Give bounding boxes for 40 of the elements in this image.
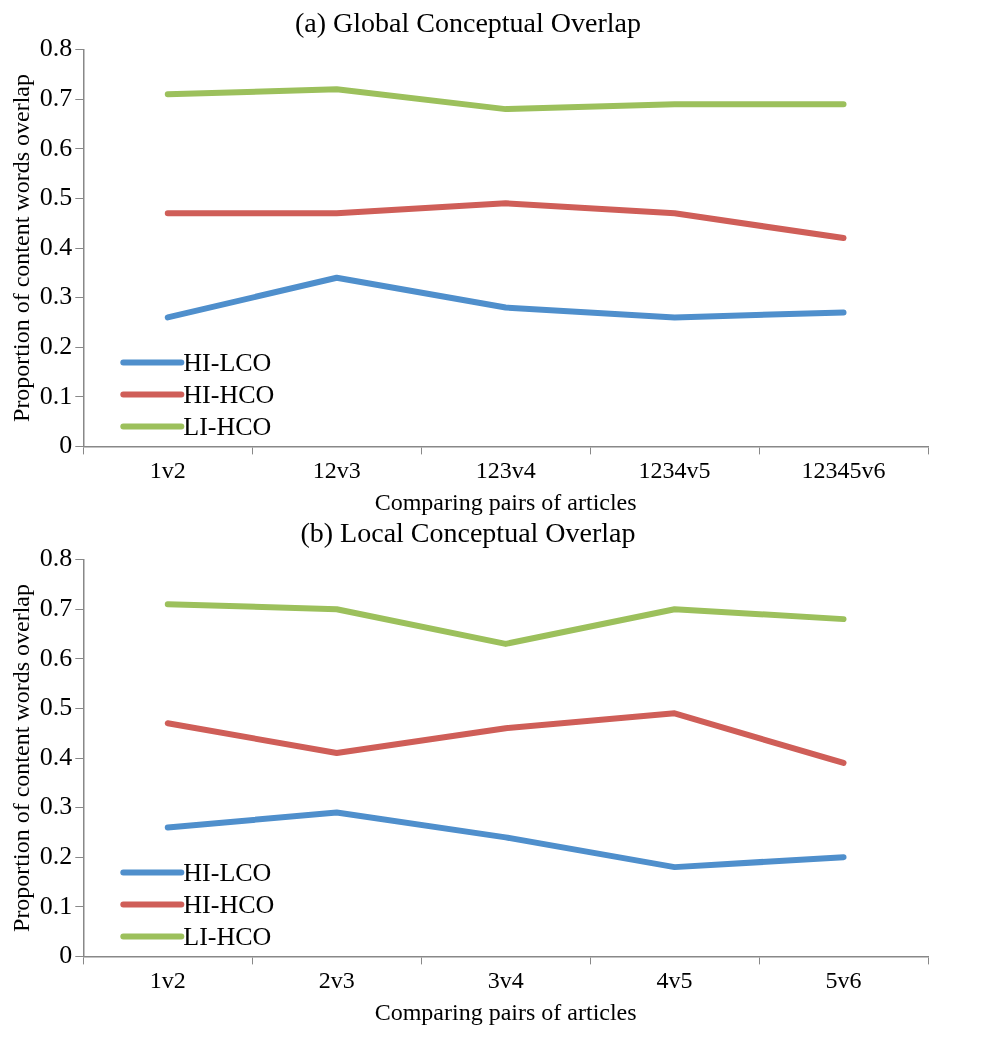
y-tick-label: 0.5 bbox=[39, 692, 73, 722]
legend-label: LI-HCO bbox=[183, 922, 272, 952]
y-tick-label: 0.1 bbox=[39, 380, 73, 410]
y-tick-label: 0.6 bbox=[39, 642, 73, 672]
x-tick-label: 2v3 bbox=[318, 967, 355, 994]
x-tick-label: 123v4 bbox=[475, 457, 536, 484]
legend-label: HI-HCO bbox=[183, 890, 275, 920]
x-axis-title: Comparing pairs of articles bbox=[374, 998, 637, 1025]
x-tick-label: 12345v6 bbox=[801, 457, 886, 484]
y-tick-label: 0.7 bbox=[39, 593, 73, 623]
y-tick-label: 0.6 bbox=[39, 132, 73, 162]
y-tick-label: 0.3 bbox=[39, 281, 73, 311]
y-tick-label: 0.8 bbox=[39, 543, 73, 573]
x-tick-label: 5v6 bbox=[825, 967, 862, 994]
y-tick-label: 0.5 bbox=[39, 182, 73, 212]
y-tick-label: 0.2 bbox=[39, 331, 73, 361]
y-tick-label: 0.4 bbox=[39, 231, 73, 261]
x-axis-title: Comparing pairs of articles bbox=[374, 488, 637, 515]
y-tick-label: 0.1 bbox=[39, 890, 73, 920]
chart-title: (b) Local Conceptual Overlap bbox=[300, 517, 636, 549]
legend-label: HI-LCO bbox=[183, 348, 272, 378]
y-axis-title: Proportion of content words overlap bbox=[7, 74, 34, 422]
x-tick-label: 12v3 bbox=[312, 457, 361, 484]
legend-label: LI-HCO bbox=[183, 412, 272, 442]
y-axis-title: Proportion of content words overlap bbox=[7, 584, 34, 932]
y-tick-label: 0 bbox=[59, 940, 73, 970]
y-tick-label: 0.4 bbox=[39, 741, 73, 771]
legend-label: HI-LCO bbox=[183, 858, 272, 888]
x-tick-label: 3v4 bbox=[487, 967, 524, 994]
chart-title: (a) Global Conceptual Overlap bbox=[295, 7, 641, 39]
y-tick-label: 0.7 bbox=[39, 83, 73, 113]
x-tick-label: 1234v5 bbox=[638, 457, 711, 484]
y-tick-label: 0.8 bbox=[39, 33, 73, 63]
y-tick-label: 0.3 bbox=[39, 791, 73, 821]
y-tick-label: 0 bbox=[59, 430, 73, 460]
y-tick-label: 0.2 bbox=[39, 841, 73, 871]
x-tick-label: 1v2 bbox=[149, 457, 186, 484]
x-tick-label: 1v2 bbox=[149, 967, 186, 994]
legend-label: HI-HCO bbox=[183, 380, 275, 410]
x-tick-label: 4v5 bbox=[656, 967, 693, 994]
